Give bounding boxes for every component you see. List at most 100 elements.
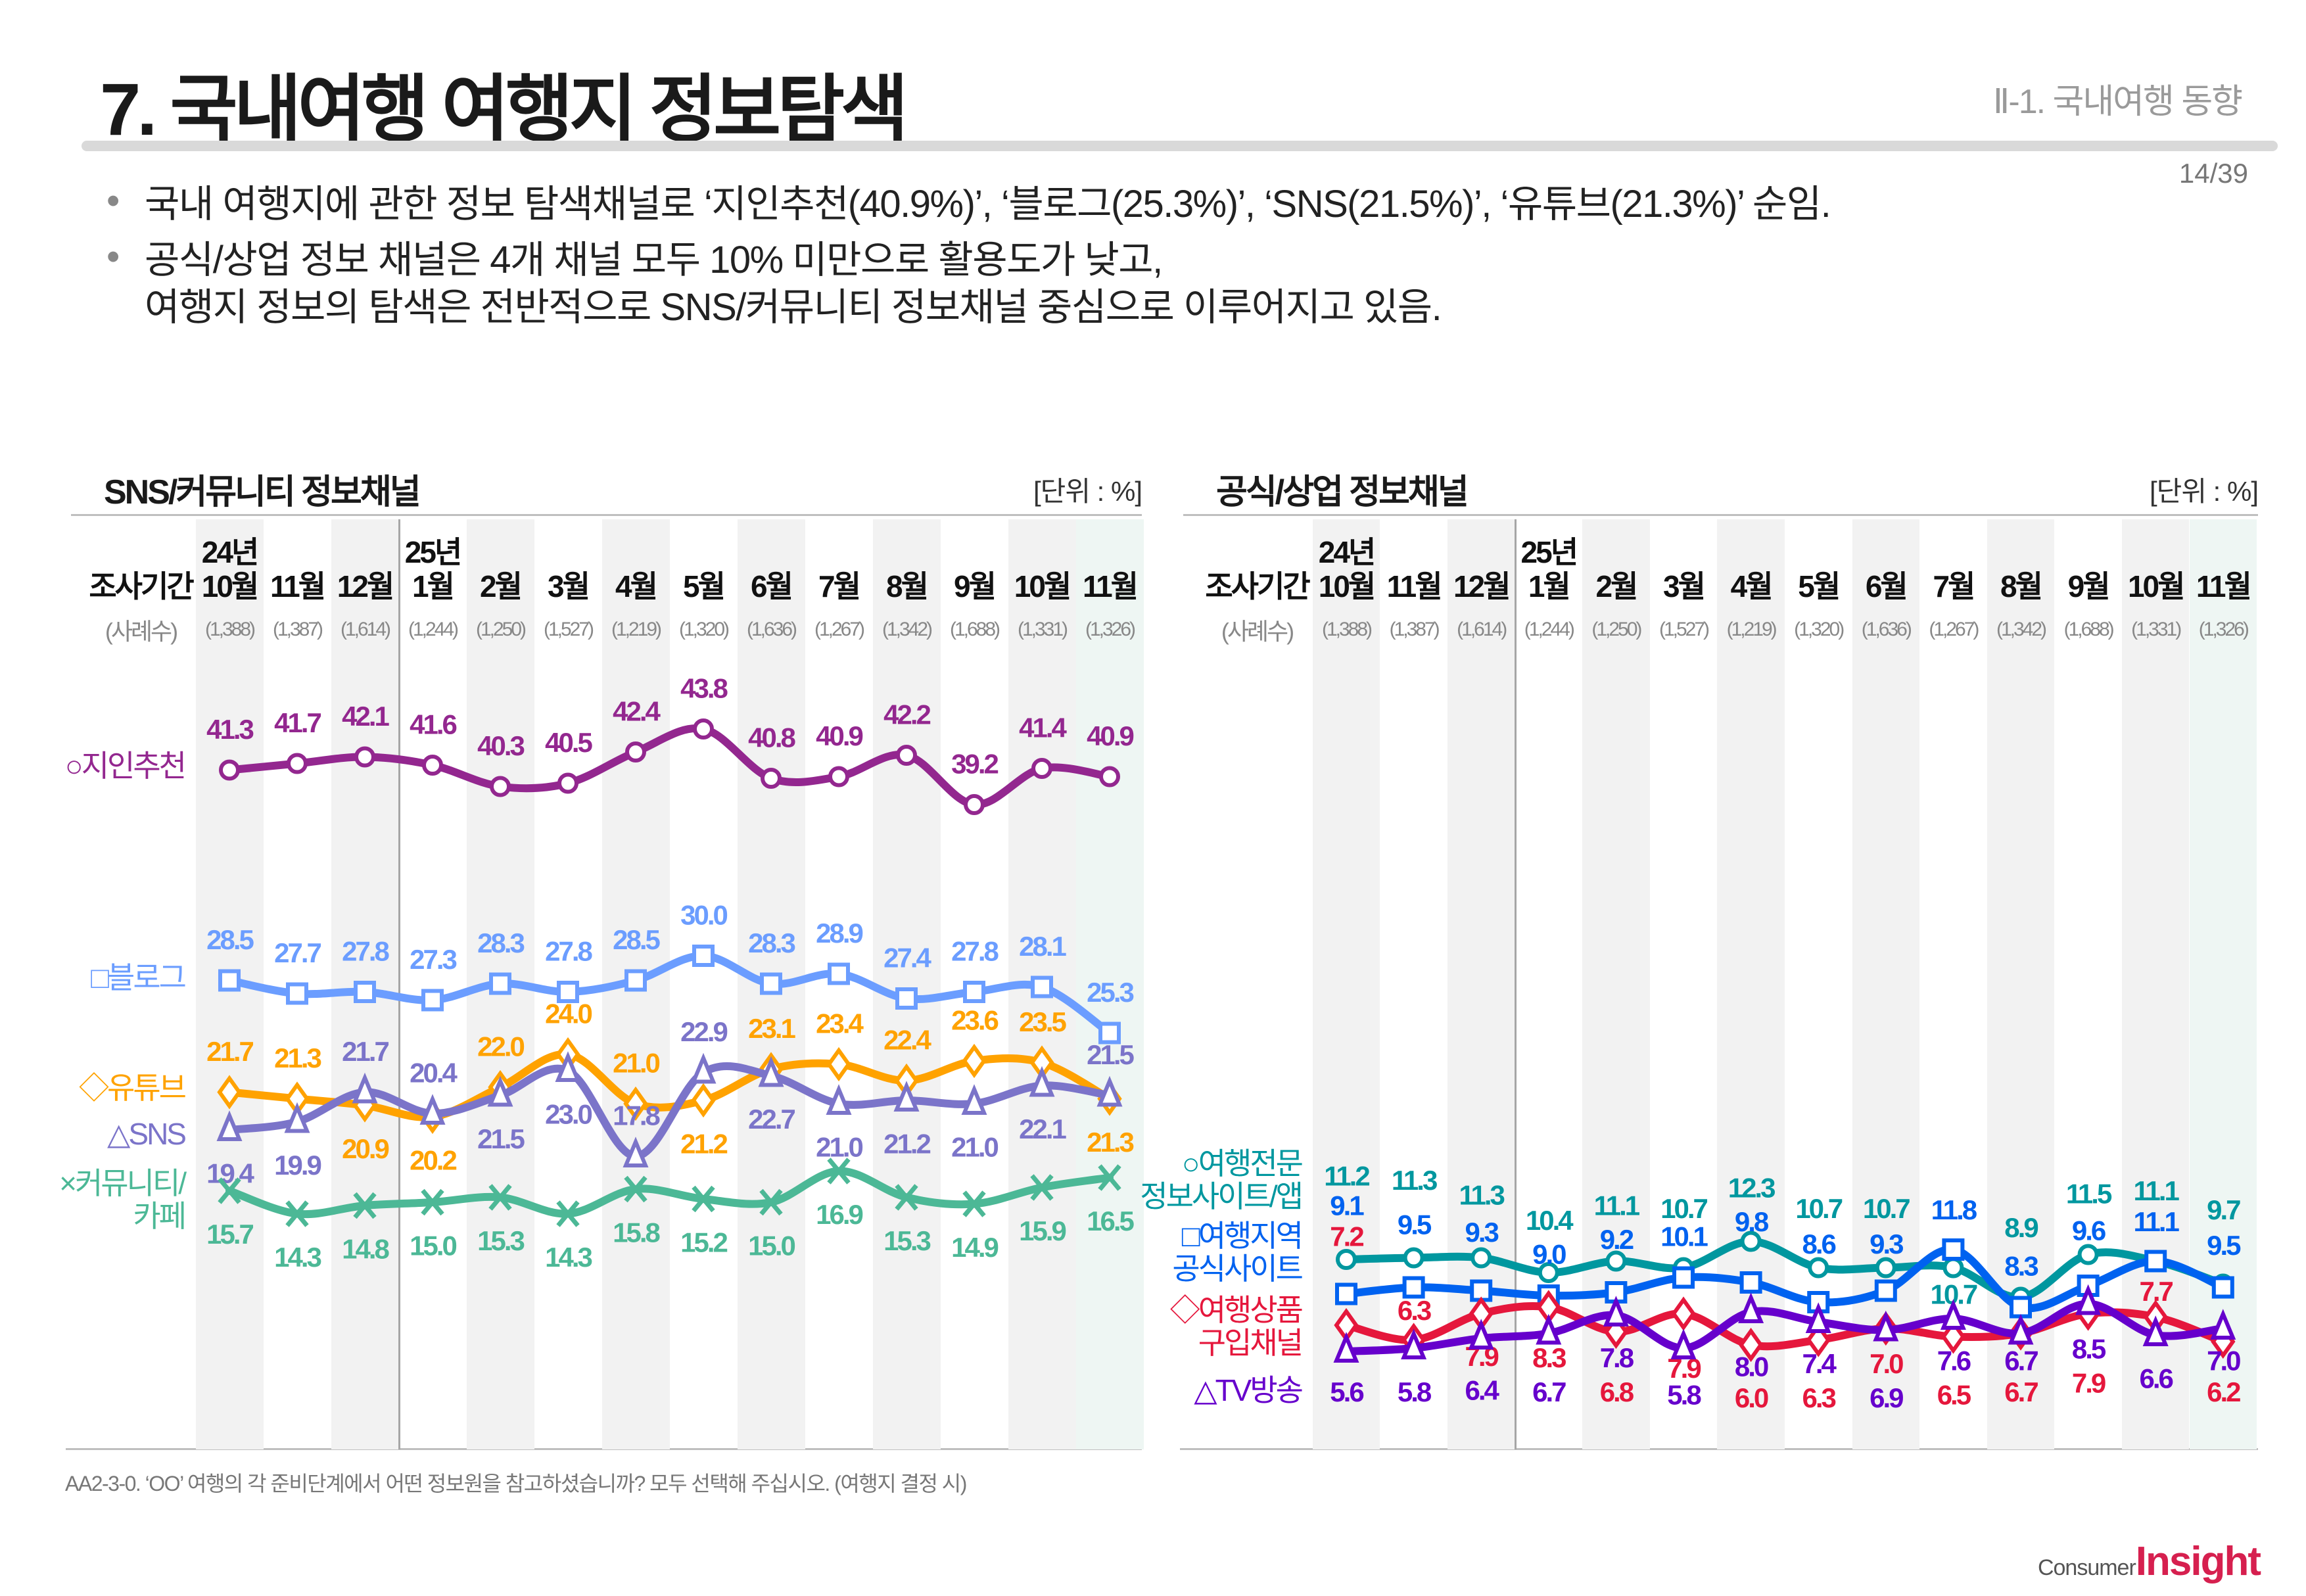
- data-point-square: [895, 987, 918, 1010]
- legend-item: □여행지역 공식사이트: [1172, 1219, 1304, 1286]
- data-point-circle: [761, 768, 782, 789]
- data-label: 6.3: [1802, 1382, 1836, 1413]
- year-divider: [398, 519, 400, 1449]
- title-divider: [82, 141, 2278, 151]
- sample-size: (1,331): [1017, 619, 1068, 640]
- data-point-square: [2010, 1296, 2032, 1319]
- data-point-circle: [896, 745, 917, 766]
- data-point-triangle: [1738, 1292, 1764, 1323]
- month-label: 2월: [480, 569, 523, 603]
- data-label: 11.3: [1459, 1180, 1504, 1211]
- data-point-triangle: [487, 1075, 513, 1107]
- data-label: 10.7: [1863, 1193, 1910, 1224]
- data-label: 21.3: [1087, 1127, 1133, 1158]
- data-point-circle: [219, 759, 240, 781]
- legend-label: 여행지역 공식사이트: [1172, 1219, 1304, 1286]
- data-label: 6.6: [2140, 1363, 2173, 1394]
- period-label: 조사기간: [1205, 569, 1310, 603]
- data-label: 7.0: [1870, 1348, 1903, 1379]
- data-label: 7.8: [1600, 1342, 1634, 1373]
- data-label: 9.0: [1532, 1239, 1566, 1270]
- legend-item: □블로그: [91, 961, 187, 994]
- data-label: 7.2: [1330, 1221, 1363, 1252]
- month-label: 11월: [1083, 569, 1139, 603]
- data-point-square: [421, 989, 444, 1012]
- data-point-circle: [2077, 1244, 2099, 1265]
- data-label: 20.4: [410, 1058, 458, 1089]
- month-label: 11월: [270, 569, 326, 603]
- data-label: 15.3: [883, 1225, 930, 1256]
- data-point-triangle: [1873, 1310, 1899, 1342]
- data-label: 7.4: [1802, 1348, 1837, 1379]
- footnote: AA2-3-0. ‘OO’ 여행의 각 준비단계에서 어떤 정보원을 참고하셨습…: [65, 1472, 967, 1495]
- legend-item: ×커뮤니티/ 카페: [59, 1166, 187, 1233]
- data-label: 10.1: [1660, 1221, 1708, 1252]
- data-label: 28.9: [816, 918, 862, 949]
- data-point-square: [1098, 1021, 1121, 1044]
- legend-item: ○여행전문 정보사이트/앱: [1140, 1147, 1304, 1213]
- data-label: 7.6: [1937, 1346, 1971, 1376]
- legend-label: SNS: [128, 1117, 187, 1151]
- data-point-circle: [828, 766, 849, 787]
- data-point-x: [895, 1184, 918, 1211]
- data-label: 27.8: [545, 936, 592, 967]
- section-label: Ⅱ-1. 국내여행 동향: [1992, 83, 2243, 121]
- data-point-triangle: [758, 1056, 784, 1087]
- data-point-square: [489, 972, 511, 995]
- right-chart-unit: [단위 : %]: [2150, 476, 2259, 507]
- data-label: 8.9: [2004, 1212, 2038, 1243]
- legend-label: 커뮤니티/ 카페: [74, 1166, 187, 1233]
- data-point-triangle: [2008, 1313, 2034, 1345]
- data-label: 8.3: [2004, 1251, 2038, 1282]
- data-label: 5.8: [1667, 1379, 1701, 1410]
- data-label: 20.2: [410, 1145, 456, 1176]
- data-point-triangle: [1940, 1299, 1966, 1330]
- data-label: 14.3: [545, 1242, 592, 1273]
- data-label: 9.3: [1870, 1229, 1903, 1259]
- data-label: 27.3: [410, 944, 456, 975]
- data-label: 8.6: [1802, 1229, 1836, 1259]
- data-label: 23.0: [545, 1099, 592, 1130]
- legend-item: ◇유튜브: [79, 1071, 187, 1104]
- data-label: 22.1: [1019, 1114, 1066, 1144]
- sample-label: (사례수): [1221, 618, 1294, 645]
- month-label: 9월: [2067, 569, 2111, 603]
- month-label: 7월: [818, 569, 861, 603]
- data-point-triangle: [1805, 1302, 1831, 1333]
- data-label: 40.8: [748, 722, 795, 753]
- data-point-circle: [1403, 1247, 1424, 1269]
- data-label: 9.8: [1735, 1206, 1769, 1237]
- data-point-triangle: [555, 1051, 581, 1082]
- period-label: 조사기간: [89, 569, 194, 603]
- data-label: 9.5: [1398, 1209, 1432, 1240]
- month-label: 1월: [412, 569, 455, 603]
- triangle-marker-icon: △: [1194, 1373, 1217, 1407]
- data-label: 21.5: [1087, 1039, 1134, 1070]
- data-point-square: [624, 969, 647, 992]
- data-point-x: [285, 1200, 309, 1227]
- data-point-circle: [693, 718, 714, 739]
- data-label: 6.8: [1600, 1376, 1634, 1407]
- series-line: [225, 1062, 1114, 1161]
- data-point-circle: [1538, 1262, 1559, 1283]
- data-label: 27.8: [951, 936, 999, 967]
- data-label: 21.7: [206, 1036, 253, 1067]
- data-label: 6.3: [1398, 1295, 1431, 1326]
- data-label: 23.5: [1019, 1006, 1066, 1037]
- data-point-triangle: [1333, 1332, 1359, 1363]
- data-label: 28.3: [748, 927, 795, 958]
- data-label: 9.2: [1600, 1224, 1634, 1255]
- data-label: 10.7: [1795, 1193, 1842, 1224]
- year-label: 24년: [1318, 535, 1376, 569]
- data-label: 28.3: [477, 927, 524, 958]
- legend-item: ◇여행상품 구입채널: [1170, 1294, 1304, 1359]
- data-label: 21.3: [274, 1043, 321, 1073]
- data-label: 9.1: [1330, 1190, 1364, 1221]
- legend-label: TV방송: [1215, 1373, 1304, 1407]
- data-point-x: [218, 1177, 241, 1204]
- left-chart-unit: [단위 : %]: [1033, 476, 1142, 507]
- sample-size: (1,267): [814, 619, 865, 640]
- month-label: 3월: [548, 569, 590, 603]
- data-label: 15.2: [680, 1227, 727, 1258]
- month-label: 10월: [2127, 569, 2185, 603]
